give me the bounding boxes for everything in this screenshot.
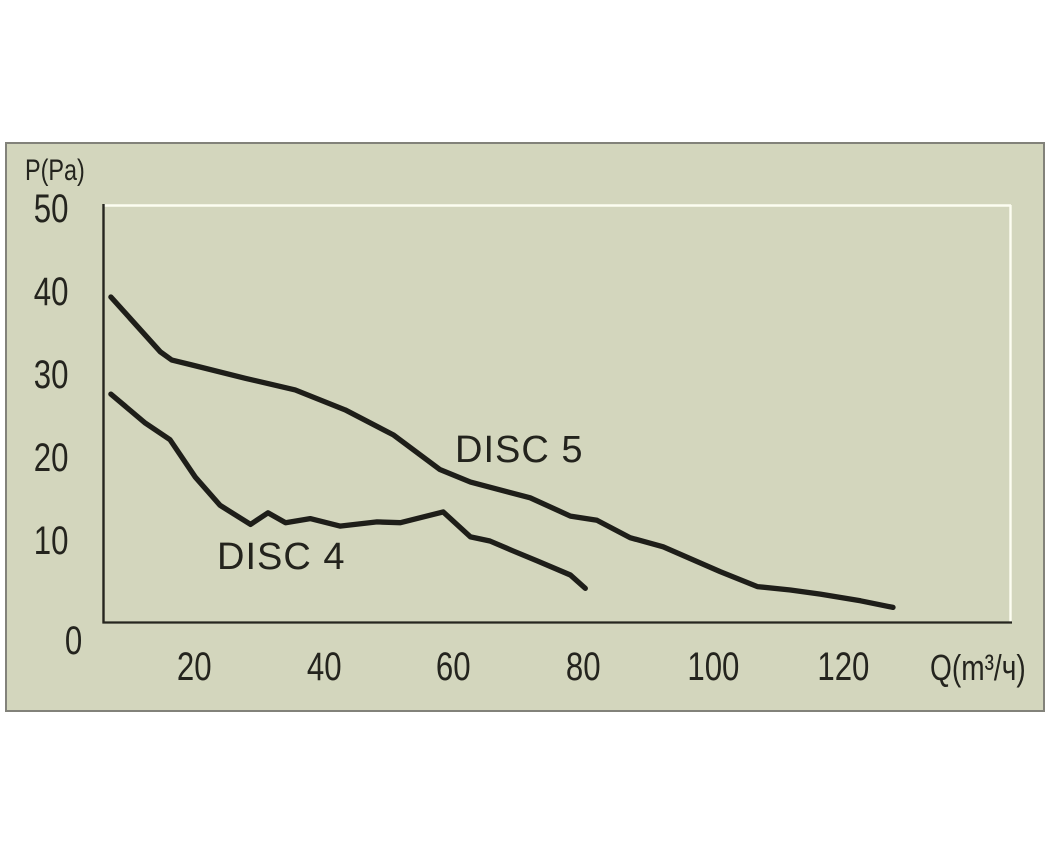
y-tick-label: 50 <box>33 187 68 231</box>
x-tick-120: 120 <box>783 646 903 688</box>
x-axis-title: Q(m³/ч) <box>930 648 1048 688</box>
x-tick-label: 20 <box>176 645 212 689</box>
x-tick-label: 80 <box>566 645 601 689</box>
y-tick-label: 10 <box>33 519 68 563</box>
y-axis-title-text: P(Pa) <box>25 154 85 187</box>
y-tick-50: 50 <box>0 188 68 230</box>
y-tick-20: 20 <box>0 437 68 479</box>
series-label-disc-5: DISC 5 <box>455 429 584 471</box>
x-axis-title-text: Q(m³/ч) <box>930 647 1026 688</box>
y-tick-40: 40 <box>0 271 68 313</box>
chart-panel <box>5 142 1045 712</box>
y-tick-label: 20 <box>33 436 68 480</box>
series-label-disc-4: DISC 4 <box>217 536 346 578</box>
x-tick-label: 60 <box>436 645 471 689</box>
series-curve-disc-5 <box>108 294 896 611</box>
y-tick-label: 30 <box>33 353 68 397</box>
x-tick-100: 100 <box>653 646 773 688</box>
x-tick-40: 40 <box>264 646 384 688</box>
y-tick-30: 30 <box>0 354 68 396</box>
y-tick-0: 0 <box>0 620 82 662</box>
y-tick-10: 10 <box>0 520 68 562</box>
x-tick-label: 120 <box>816 645 870 689</box>
x-tick-label: 100 <box>687 645 740 689</box>
series-curve-disc-4 <box>108 391 588 591</box>
y-axis-title: P(Pa) <box>25 154 102 188</box>
x-tick-80: 80 <box>523 646 643 688</box>
y-tick-label: 40 <box>33 270 68 314</box>
x-tick-60: 60 <box>394 646 514 688</box>
y-tick-label: 0 <box>64 619 82 663</box>
x-tick-label: 40 <box>306 645 342 689</box>
x-tick-20: 20 <box>134 646 254 688</box>
